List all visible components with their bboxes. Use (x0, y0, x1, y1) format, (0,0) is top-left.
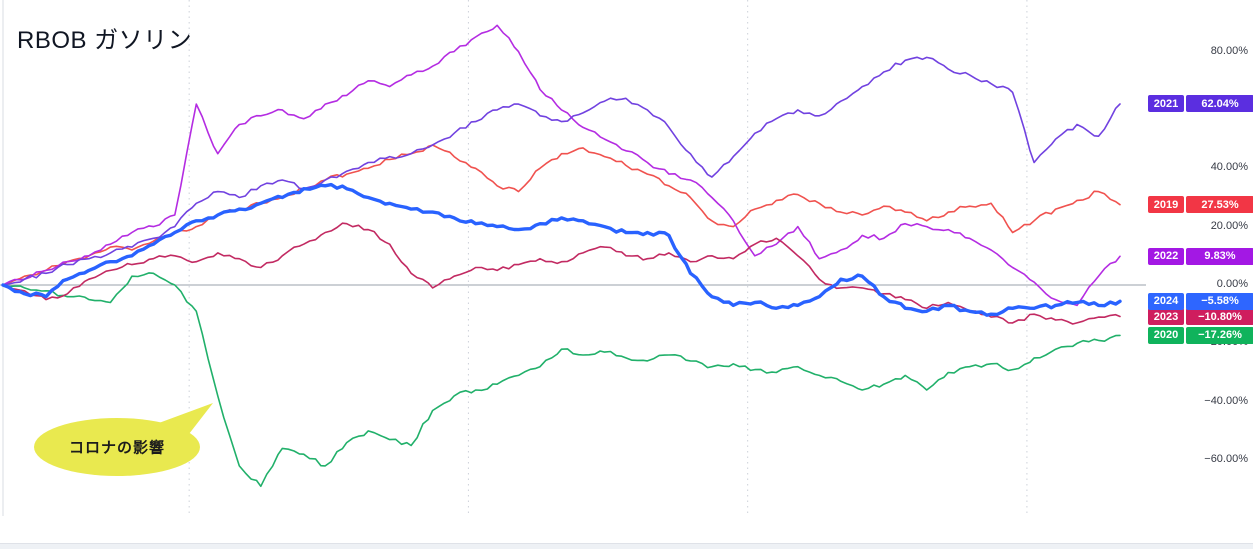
series-final-value-label: 62.04% (1186, 95, 1253, 113)
series-badge-2024: 2024 −5.58% (1148, 292, 1253, 310)
y-axis-label-80.00%: 80.00% (1210, 44, 1248, 57)
covid-annotation-balloon[interactable] (34, 418, 200, 476)
chart-title: RBOB ガソリン (17, 27, 193, 54)
series-line-2024[interactable] (1, 182, 1122, 317)
series-badge-2021: 2021 62.04% (1148, 95, 1253, 113)
series-badge-2019: 2019 27.53% (1148, 196, 1253, 214)
y-axis-label-20.00%: 20.00% (1210, 219, 1248, 232)
series-final-value-label: −10.80% (1186, 308, 1253, 325)
series-line-2021[interactable] (2, 56, 1121, 286)
covid-annotation-label[interactable]: コロナの影響 (68, 439, 166, 457)
series-final-value-label: −17.26% (1186, 326, 1253, 344)
series-year-label: 2021 (1148, 95, 1184, 113)
series-line-2023[interactable] (2, 222, 1121, 325)
series-badge-2022: 2022 9.83% (1148, 247, 1253, 265)
series-year-label: 2020 (1148, 326, 1184, 344)
series-final-value-label: −5.58% (1186, 292, 1253, 310)
series-year-label: 2024 (1148, 292, 1184, 310)
series-year-label: 2019 (1148, 196, 1184, 214)
series-badge-2020: 2020 −17.26% (1148, 326, 1253, 344)
series-line-2019[interactable] (2, 144, 1121, 286)
series-final-value-label: 9.83% (1186, 247, 1253, 265)
y-axis-label-−40.00%: −40.00% (1204, 394, 1248, 407)
y-axis-label-−60.00%: −60.00% (1204, 453, 1248, 466)
bottom-scrollbar-strip[interactable] (0, 543, 1253, 549)
y-axis-label-0.00%: 0.00% (1216, 278, 1248, 290)
series-line-2022[interactable] (2, 24, 1121, 307)
time-axis[interactable]: 1月2月3月4月5月6月7月8月9月10月11月12月 (0, 518, 1253, 543)
series-final-value-label: 27.53% (1186, 196, 1253, 214)
series-line-2020[interactable] (2, 272, 1121, 488)
series-year-label: 2022 (1148, 247, 1184, 265)
series-year-label: 2023 (1148, 308, 1184, 325)
y-axis-label-40.00%: 40.00% (1210, 161, 1248, 174)
series-badge-2023: 2023 −10.80% (1148, 308, 1253, 325)
